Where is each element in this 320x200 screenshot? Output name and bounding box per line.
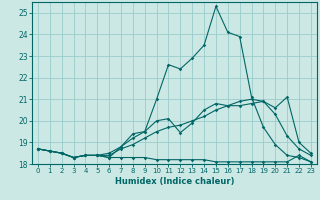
X-axis label: Humidex (Indice chaleur): Humidex (Indice chaleur) (115, 177, 234, 186)
